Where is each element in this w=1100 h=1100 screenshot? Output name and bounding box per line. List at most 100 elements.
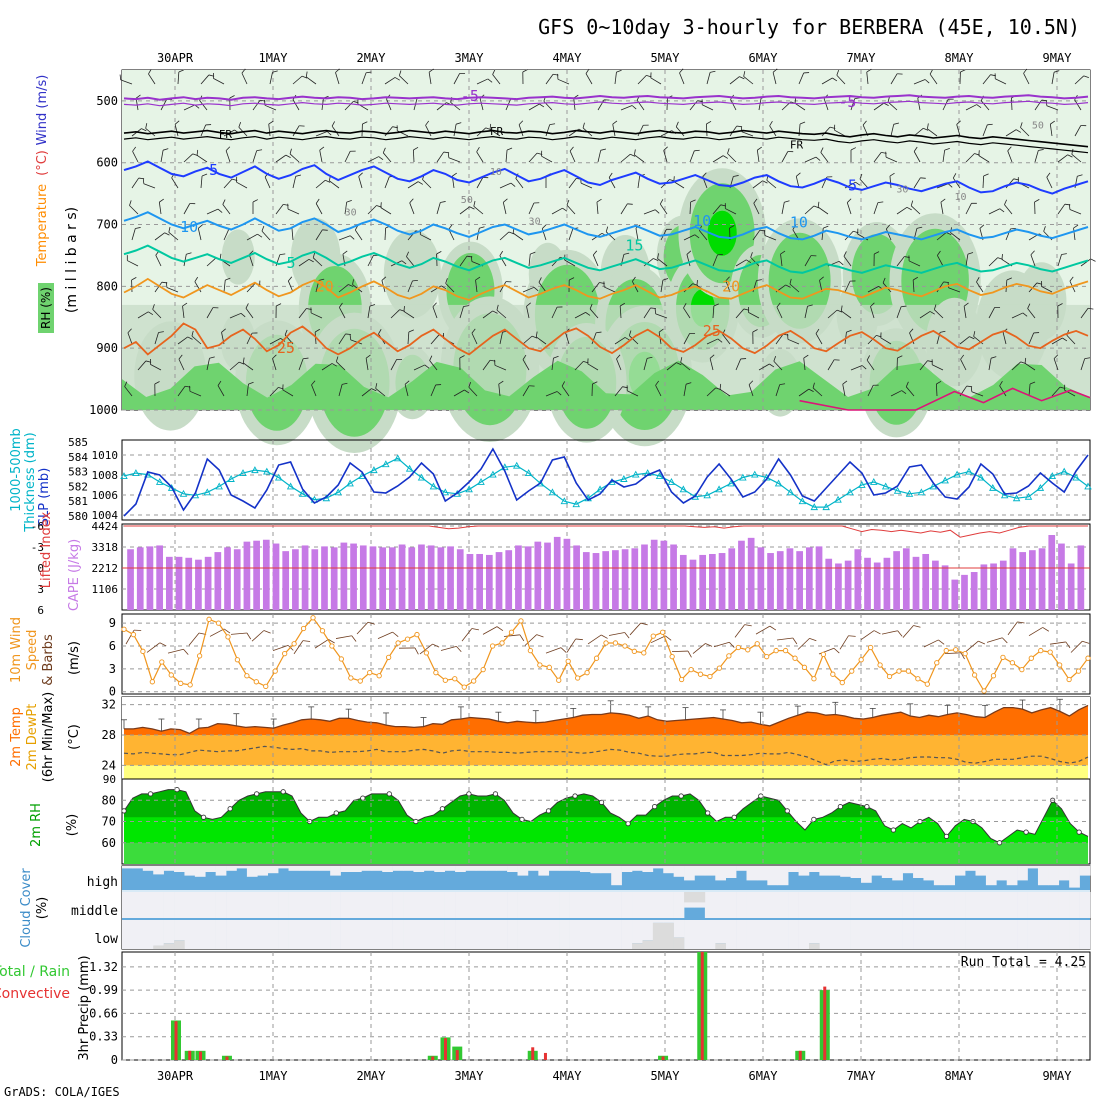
cape-bar — [292, 549, 299, 610]
cloud-clear-bar — [1006, 892, 1018, 918]
wind-barb — [436, 251, 442, 255]
wind-barb — [689, 150, 695, 163]
cape-bar — [805, 547, 813, 610]
wind-barb — [942, 99, 949, 111]
cloud-clear-bar — [808, 892, 820, 918]
cape-bar — [893, 551, 900, 610]
wind-barb — [936, 380, 942, 385]
wind-speed-point — [367, 670, 373, 676]
wind-barb — [272, 354, 277, 359]
wind-barb — [522, 354, 527, 360]
wind-barb — [582, 122, 585, 129]
wind-barb — [542, 224, 547, 229]
wind-barb — [459, 255, 468, 267]
y-tick-label: 80 — [102, 793, 116, 807]
wind-barb — [612, 124, 616, 137]
axis-label-lifted-index: Lifted Index — [39, 511, 54, 588]
cloud-clear-bar — [725, 892, 737, 918]
wind-barb — [952, 173, 957, 179]
wind-barb — [154, 332, 159, 345]
contour-label: 15 — [625, 237, 643, 255]
wind-speed-point — [1075, 668, 1082, 674]
cloud-clear-bar — [403, 892, 414, 918]
wind-barb — [821, 77, 833, 85]
wind-barb — [392, 631, 399, 637]
wind-barb — [275, 204, 284, 215]
cloud-clear-bar — [944, 866, 955, 886]
wind-barb — [982, 175, 985, 189]
cape-bar — [951, 579, 959, 610]
wind-barb — [496, 626, 504, 631]
wind-barb — [650, 635, 666, 644]
wind-barb — [384, 77, 396, 85]
cloud-clear-bar — [330, 920, 341, 949]
wind-barb — [896, 206, 908, 215]
wind-barb — [475, 280, 478, 293]
wind-barb — [877, 201, 884, 204]
wind-barb — [739, 76, 745, 80]
wind-barb — [1007, 621, 1018, 636]
wind-barb — [561, 385, 570, 397]
wind-barb — [980, 100, 990, 111]
wind-barb — [650, 307, 656, 309]
wind-barb — [217, 380, 222, 386]
wind-barb — [1034, 150, 1039, 163]
wind-barb — [1069, 276, 1074, 282]
cloud-clear-bar — [756, 920, 768, 949]
wind-barb — [403, 311, 415, 319]
cloud-clear-bar — [278, 866, 289, 869]
wind-barb — [659, 203, 668, 215]
cape-bar — [1048, 535, 1056, 610]
wind-speed-point — [943, 647, 949, 654]
wind-barb — [452, 172, 457, 177]
cloud-clear-bar — [1017, 866, 1028, 881]
wind-barb — [499, 255, 507, 267]
wind-barb — [196, 154, 208, 163]
wind-barb — [866, 68, 872, 73]
cloud-clear-bar — [444, 892, 456, 918]
panel-frame — [121, 613, 1091, 695]
cape-bar — [311, 549, 319, 610]
wind-barb — [225, 146, 231, 151]
cape-bar — [738, 540, 745, 610]
wind-barb — [873, 202, 879, 215]
axis-label-10m-wind: 10m Wind — [9, 617, 24, 683]
thickness-point — [786, 488, 795, 496]
wind-barb — [999, 208, 1005, 213]
wind-barb — [836, 309, 843, 313]
wind-barb — [315, 198, 320, 204]
wind-barb — [526, 302, 531, 307]
wind-barb — [344, 101, 354, 111]
wind-barb — [744, 624, 752, 627]
wind-barb — [461, 628, 473, 642]
wind-barb — [1053, 354, 1059, 359]
wind-barb — [1020, 361, 1026, 365]
wind-barb — [485, 127, 491, 131]
wind-speed-point — [395, 640, 401, 646]
cloud-clear-bar — [226, 920, 237, 949]
y-tick-label-left: 3 — [37, 583, 44, 596]
rh-point — [705, 810, 711, 816]
date-label-top: 6MAY — [749, 51, 779, 65]
wind-barb — [482, 626, 498, 635]
wind-barb — [795, 176, 800, 189]
wind-barb — [282, 389, 294, 397]
wind-barb — [194, 276, 199, 282]
wind-barb — [686, 250, 692, 255]
cloud-clear-bar — [309, 920, 321, 949]
rh-point — [1076, 829, 1082, 835]
cloud-clear-bar — [1037, 892, 1049, 918]
wind-speed-point — [140, 648, 146, 654]
wind-barb — [735, 259, 747, 267]
wind-barb — [135, 94, 141, 99]
wind-barb — [666, 362, 677, 371]
wind-barb — [167, 648, 184, 654]
wind-barb — [769, 625, 777, 631]
thickness-point — [834, 495, 842, 503]
wind-barb — [929, 311, 935, 315]
wind-barb — [356, 622, 369, 635]
wind-barb — [384, 176, 390, 189]
wind-barb — [319, 150, 323, 163]
low-cloud-bar — [808, 943, 820, 949]
cloud-clear-bar — [985, 920, 997, 949]
